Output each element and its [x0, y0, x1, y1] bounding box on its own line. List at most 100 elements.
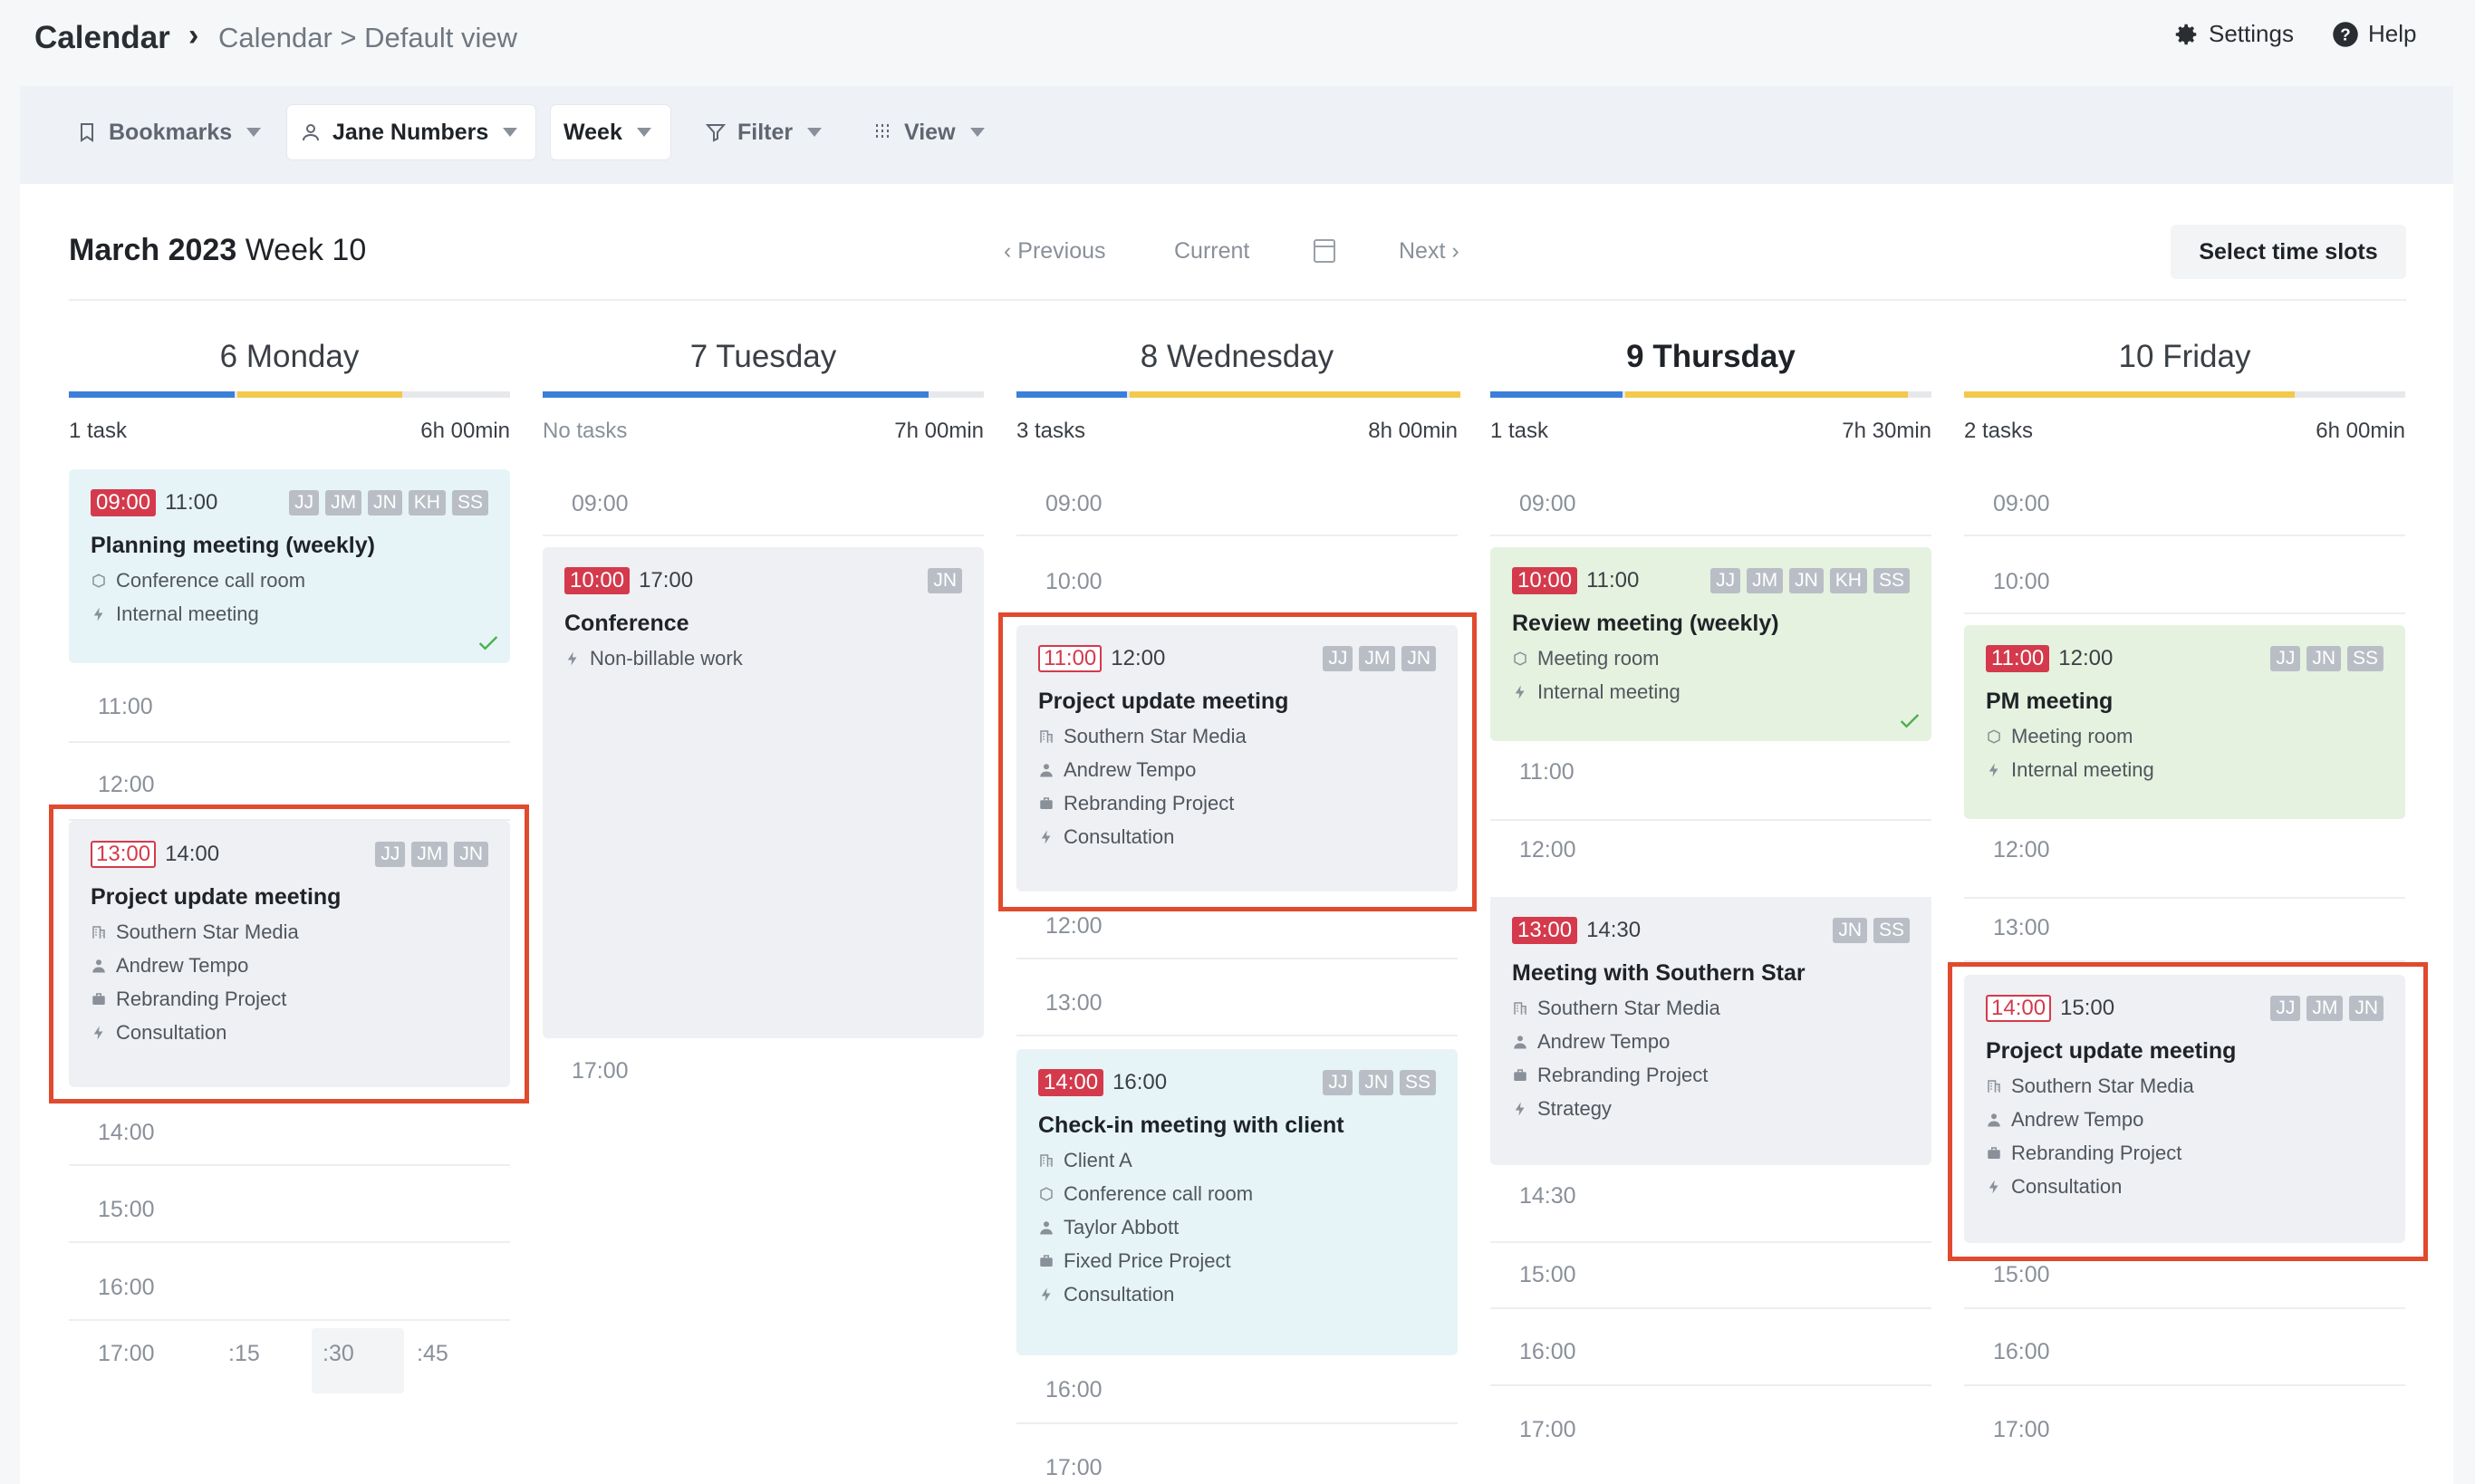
time-slot-label[interactable]: 10:00: [1993, 569, 2050, 594]
attendee-badge[interactable]: JN: [2349, 996, 2384, 1021]
time-slot-label[interactable]: 12:00: [98, 772, 155, 797]
filter-dropdown[interactable]: Filter: [692, 105, 834, 159]
attendee-badge[interactable]: JM: [1359, 646, 1396, 671]
previous-button[interactable]: ‹ Previous: [1004, 238, 1106, 265]
event-time-row: 09:00 11:00 JJ JM JN KH SS: [91, 489, 488, 516]
attendee-badge[interactable]: JM: [2306, 996, 2344, 1021]
event-card[interactable]: 14:00 16:00 JJ JN SS Check-in meeting with cl…: [1016, 1049, 1458, 1355]
event-card[interactable]: 10:00 11:00 JJ JM JN KH SS Review meeting (week…: [1490, 547, 1931, 741]
day-header-monday[interactable]: 6 Monday: [219, 339, 360, 374]
next-button[interactable]: Next ›: [1399, 238, 1459, 265]
attendee-badge[interactable]: JN: [928, 568, 962, 593]
calendar-picker-icon[interactable]: [1314, 239, 1335, 263]
event-card[interactable]: 13:00 14:30 JN SS Meeting with Southern Star…: [1490, 897, 1931, 1165]
attendee-list: JJ JM JN KH SS: [1710, 568, 1910, 593]
attendee-badge[interactable]: JN: [2306, 646, 2341, 671]
time-slot-label[interactable]: 17:00: [1993, 1417, 2050, 1442]
attendee-badge[interactable]: JJ: [375, 842, 406, 867]
time-slot-label[interactable]: 10:00: [1045, 569, 1103, 594]
event-card[interactable]: 14:00 15:00 JJ JM JN Project update meeting So…: [1964, 975, 2405, 1243]
time-slot-divider: [1490, 819, 1931, 821]
time-slot-label[interactable]: 13:00: [1993, 915, 2050, 940]
attendee-badge[interactable]: SS: [1873, 568, 1910, 593]
event-card[interactable]: 10:00 17:00 JN Conference Non-billable work: [543, 547, 984, 1038]
time-slot-label[interactable]: 17:00: [1045, 1455, 1103, 1480]
time-slot-label[interactable]: 09:00: [1519, 491, 1576, 516]
attendee-badge[interactable]: SS: [1399, 1070, 1436, 1095]
attendee-badge[interactable]: JN: [1401, 646, 1436, 671]
time-slot-label[interactable]: 16:00: [1993, 1339, 2050, 1364]
attendee-list: JN: [928, 568, 962, 593]
time-slot-label[interactable]: 09:00: [1045, 491, 1103, 516]
event-detail-text: Southern Star Media: [2011, 1074, 2194, 1097]
attendee-badge[interactable]: JN: [1359, 1070, 1393, 1095]
minute-slot[interactable]: :45: [417, 1341, 448, 1366]
event-detail-text: Southern Star Media: [1064, 725, 1247, 747]
time-slot-label[interactable]: 12:00: [1045, 913, 1103, 939]
attendee-badge[interactable]: SS: [1873, 918, 1910, 943]
time-slot-label[interactable]: 16:00: [1519, 1339, 1576, 1364]
current-button[interactable]: Current: [1174, 238, 1250, 264]
select-time-slots-button[interactable]: Select time slots: [2171, 225, 2406, 279]
event-card[interactable]: 13:00 14:00 JJ JM JN Project update meeting So…: [69, 821, 510, 1087]
time-slot-label[interactable]: 11:00: [98, 694, 153, 719]
day-header-wednesday[interactable]: 8 Wednesday: [1140, 339, 1334, 374]
day-task-count: 1 task: [1490, 419, 1549, 443]
day-header-thursday[interactable]: 9 Thursday: [1626, 339, 1796, 374]
user-dropdown[interactable]: Jane Numbers: [287, 105, 535, 159]
building-icon: [1988, 1080, 2000, 1093]
attendee-badge[interactable]: JJ: [1323, 1070, 1353, 1095]
time-slot-label[interactable]: 17:00: [1519, 1417, 1576, 1442]
building-icon: [1040, 1154, 1053, 1167]
time-slot-label[interactable]: 14:00: [98, 1120, 155, 1145]
day-header-friday[interactable]: 10 Friday: [2118, 339, 2251, 374]
attendee-badge[interactable]: JM: [325, 490, 362, 516]
event-card[interactable]: 11:00 12:00 JJ JM JN Project update meeting So…: [1016, 625, 1458, 891]
attendee-badge[interactable]: JN: [368, 490, 402, 516]
event-card[interactable]: 09:00 11:00 JJ JM JN KH SS Planning meeting (we…: [69, 469, 510, 663]
period-dropdown[interactable]: Week: [551, 105, 670, 159]
attendee-badge[interactable]: JJ: [2270, 646, 2301, 671]
time-slot-label[interactable]: 17:00: [572, 1058, 629, 1084]
breadcrumb[interactable]: Calendar > Default view: [218, 22, 517, 53]
attendee-badge[interactable]: SS: [2346, 646, 2384, 671]
attendee-badge[interactable]: JN: [1833, 918, 1867, 943]
time-slot-label[interactable]: 15:00: [98, 1197, 155, 1222]
time-slot-label[interactable]: 16:00: [1045, 1377, 1103, 1402]
event-detail-text: Consultation: [2011, 1175, 2123, 1198]
attendee-badge[interactable]: JM: [411, 842, 448, 867]
attendee-badge[interactable]: JN: [1789, 568, 1824, 593]
time-slot-label[interactable]: 15:00: [1519, 1262, 1576, 1287]
time-slot-label[interactable]: 15:00: [1993, 1262, 2050, 1287]
attendee-badge[interactable]: KH: [408, 490, 446, 516]
attendee-badge[interactable]: JN: [454, 842, 488, 867]
minute-slot[interactable]: :30: [312, 1328, 404, 1393]
attendee-badge[interactable]: JJ: [289, 490, 320, 516]
help-button[interactable]: ? Help: [2332, 20, 2416, 48]
bookmarks-dropdown[interactable]: Bookmarks: [63, 105, 274, 159]
attendee-badge[interactable]: JM: [1747, 568, 1784, 593]
event-card[interactable]: 11:00 12:00 JJ JN SS PM meeting Meeting room In…: [1964, 625, 2405, 819]
time-slot-label[interactable]: 11:00: [1519, 759, 1575, 785]
event-detail-text: Taylor Abbott: [1064, 1216, 1180, 1238]
minute-slot[interactable]: :15: [228, 1341, 260, 1366]
attendee-badge[interactable]: JJ: [1323, 646, 1353, 671]
week-title: March 2023 Week 10: [69, 233, 366, 268]
progress-yellow-segment: [1964, 391, 2296, 398]
attendee-badge[interactable]: JJ: [1710, 568, 1741, 593]
time-slot-label[interactable]: 09:00: [572, 491, 629, 516]
attendee-badge[interactable]: JJ: [2270, 996, 2301, 1021]
time-slot-label[interactable]: 14:30: [1519, 1183, 1576, 1209]
time-slot-label[interactable]: 09:00: [1993, 491, 2050, 516]
time-slot-label[interactable]: 17:00: [98, 1341, 155, 1366]
time-slot-label[interactable]: 13:00: [1045, 990, 1103, 1016]
event-start-time: 10:00: [564, 567, 631, 594]
attendee-badge[interactable]: KH: [1829, 568, 1867, 593]
time-slot-label[interactable]: 12:00: [1993, 837, 2050, 862]
time-slot-label[interactable]: 16:00: [98, 1275, 155, 1300]
view-dropdown[interactable]: View: [859, 105, 997, 159]
settings-button[interactable]: Settings: [2172, 20, 2294, 48]
day-header-tuesday[interactable]: 7 Tuesday: [689, 339, 837, 374]
time-slot-label[interactable]: 12:00: [1519, 837, 1576, 862]
attendee-badge[interactable]: SS: [451, 490, 488, 516]
